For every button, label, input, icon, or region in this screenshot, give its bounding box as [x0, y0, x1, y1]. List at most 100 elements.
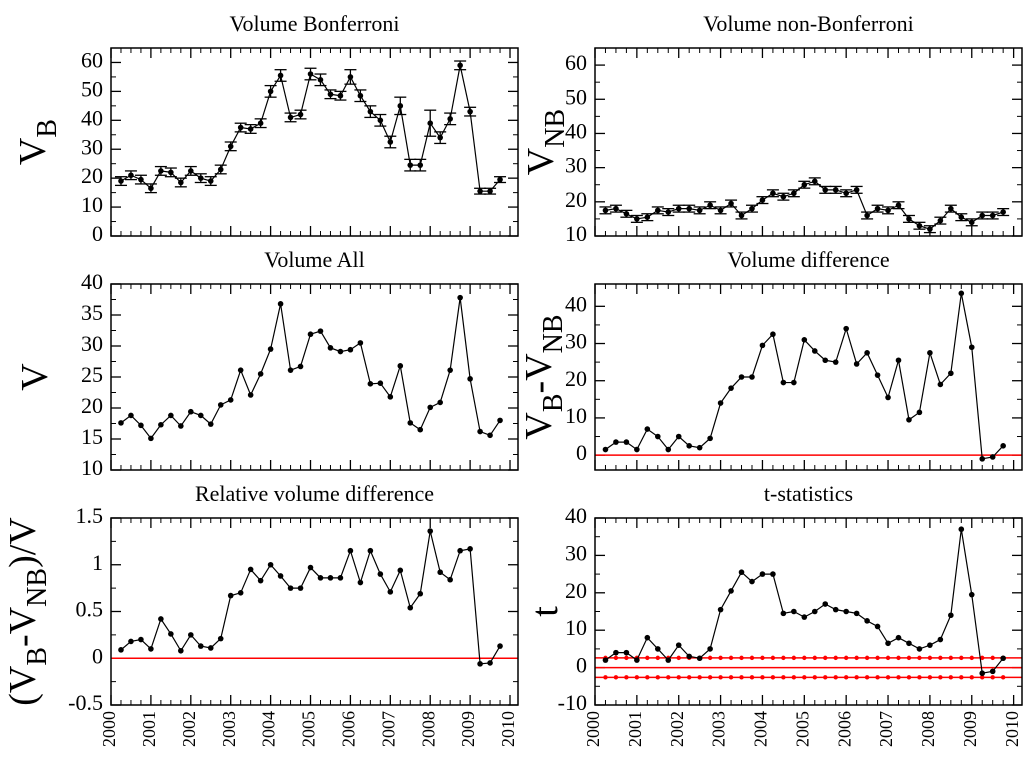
reference-marker — [781, 655, 786, 661]
y-tick-label: 40 — [81, 269, 103, 294]
data-point — [759, 197, 766, 203]
y-tick-label: 20 — [81, 393, 103, 418]
x-tick-label: 2006 — [834, 711, 854, 747]
data-point — [327, 91, 334, 98]
data-point — [237, 367, 244, 373]
data-line — [605, 293, 1004, 460]
plot-area — [595, 290, 1022, 462]
plot-area — [111, 528, 518, 667]
data-point — [467, 108, 473, 115]
data-point — [707, 646, 713, 652]
data-point — [267, 346, 274, 352]
reference-marker — [676, 675, 681, 680]
data-point — [811, 608, 818, 615]
x-tick-label: 2004 — [751, 711, 771, 747]
data-point — [885, 207, 891, 214]
data-point — [427, 528, 434, 534]
y-tick-label: 10 — [81, 455, 103, 480]
data-point — [665, 209, 672, 215]
reference-marker — [980, 675, 985, 680]
y-tick-label: 0 — [576, 440, 587, 465]
data-point — [654, 433, 661, 440]
reference-marker — [980, 655, 985, 661]
data-point — [207, 421, 214, 427]
data-point — [158, 421, 164, 428]
y-tick-label: 10 — [81, 192, 103, 217]
reference-marker — [718, 675, 723, 680]
data-point — [267, 88, 274, 95]
data-point — [832, 606, 839, 613]
data-point — [623, 210, 630, 217]
y-axis-label: VB — [12, 119, 63, 165]
data-point — [927, 642, 933, 648]
reference-marker — [624, 675, 629, 680]
data-point — [297, 363, 304, 370]
data-point — [118, 420, 124, 426]
data-point — [457, 62, 463, 69]
data-line — [120, 297, 501, 440]
data-point — [457, 294, 463, 301]
plot-frame — [110, 283, 519, 471]
data-point — [287, 114, 294, 121]
data-point — [158, 616, 164, 622]
data-point — [497, 176, 503, 183]
data-point — [267, 561, 274, 568]
y-axis-label: t — [524, 606, 566, 617]
data-point — [853, 187, 860, 193]
data-point — [317, 328, 324, 334]
y-tick-label: 50 — [81, 76, 103, 101]
data-point — [717, 207, 724, 214]
data-point — [843, 608, 849, 615]
y-tick-label: -10 — [558, 690, 587, 715]
data-point — [297, 585, 304, 591]
y-tick-label: 40 — [81, 105, 103, 130]
data-point — [665, 657, 672, 663]
reference-marker — [1000, 675, 1006, 680]
reference-marker — [969, 655, 974, 661]
data-point — [843, 325, 849, 332]
data-point — [417, 590, 424, 597]
data-point — [158, 168, 164, 174]
data-point — [728, 588, 734, 594]
data-point — [467, 376, 473, 382]
x-tick-label: 2009 — [458, 711, 478, 747]
y-tick-label: 10 — [565, 403, 587, 428]
data-point — [864, 618, 870, 624]
data-point — [843, 190, 849, 197]
data-point — [822, 601, 829, 607]
data-point — [634, 446, 640, 453]
reference-marker — [843, 655, 849, 661]
reference-marker — [802, 655, 807, 661]
data-point — [770, 571, 776, 577]
reference-marker — [624, 655, 629, 661]
data-point — [377, 571, 384, 577]
reference-marker — [917, 675, 922, 680]
data-point — [337, 348, 344, 355]
data-point — [247, 392, 254, 398]
data-point — [227, 397, 234, 403]
data-point — [178, 179, 184, 186]
y-tick-label: 60 — [81, 48, 103, 73]
reference-marker — [948, 655, 954, 661]
reference-marker — [645, 655, 650, 661]
reference-marker — [686, 675, 692, 680]
data-point — [791, 190, 797, 197]
y-tick-label: 60 — [565, 50, 587, 75]
data-point — [437, 569, 443, 576]
data-point — [665, 446, 672, 453]
data-point — [447, 576, 453, 583]
data-point — [895, 202, 902, 209]
reference-marker — [802, 675, 807, 680]
data-point — [749, 374, 755, 380]
data-point — [602, 446, 609, 453]
data-point — [874, 623, 881, 630]
y-axis-label: V — [14, 363, 56, 391]
data-point — [397, 567, 404, 574]
data-point — [675, 433, 682, 440]
reference-marker — [791, 655, 797, 661]
data-point — [467, 546, 473, 552]
chart-title: Relative volume difference — [195, 481, 434, 506]
data-point — [297, 111, 304, 118]
data-point — [188, 168, 194, 174]
y-tick-label: 20 — [565, 187, 587, 212]
